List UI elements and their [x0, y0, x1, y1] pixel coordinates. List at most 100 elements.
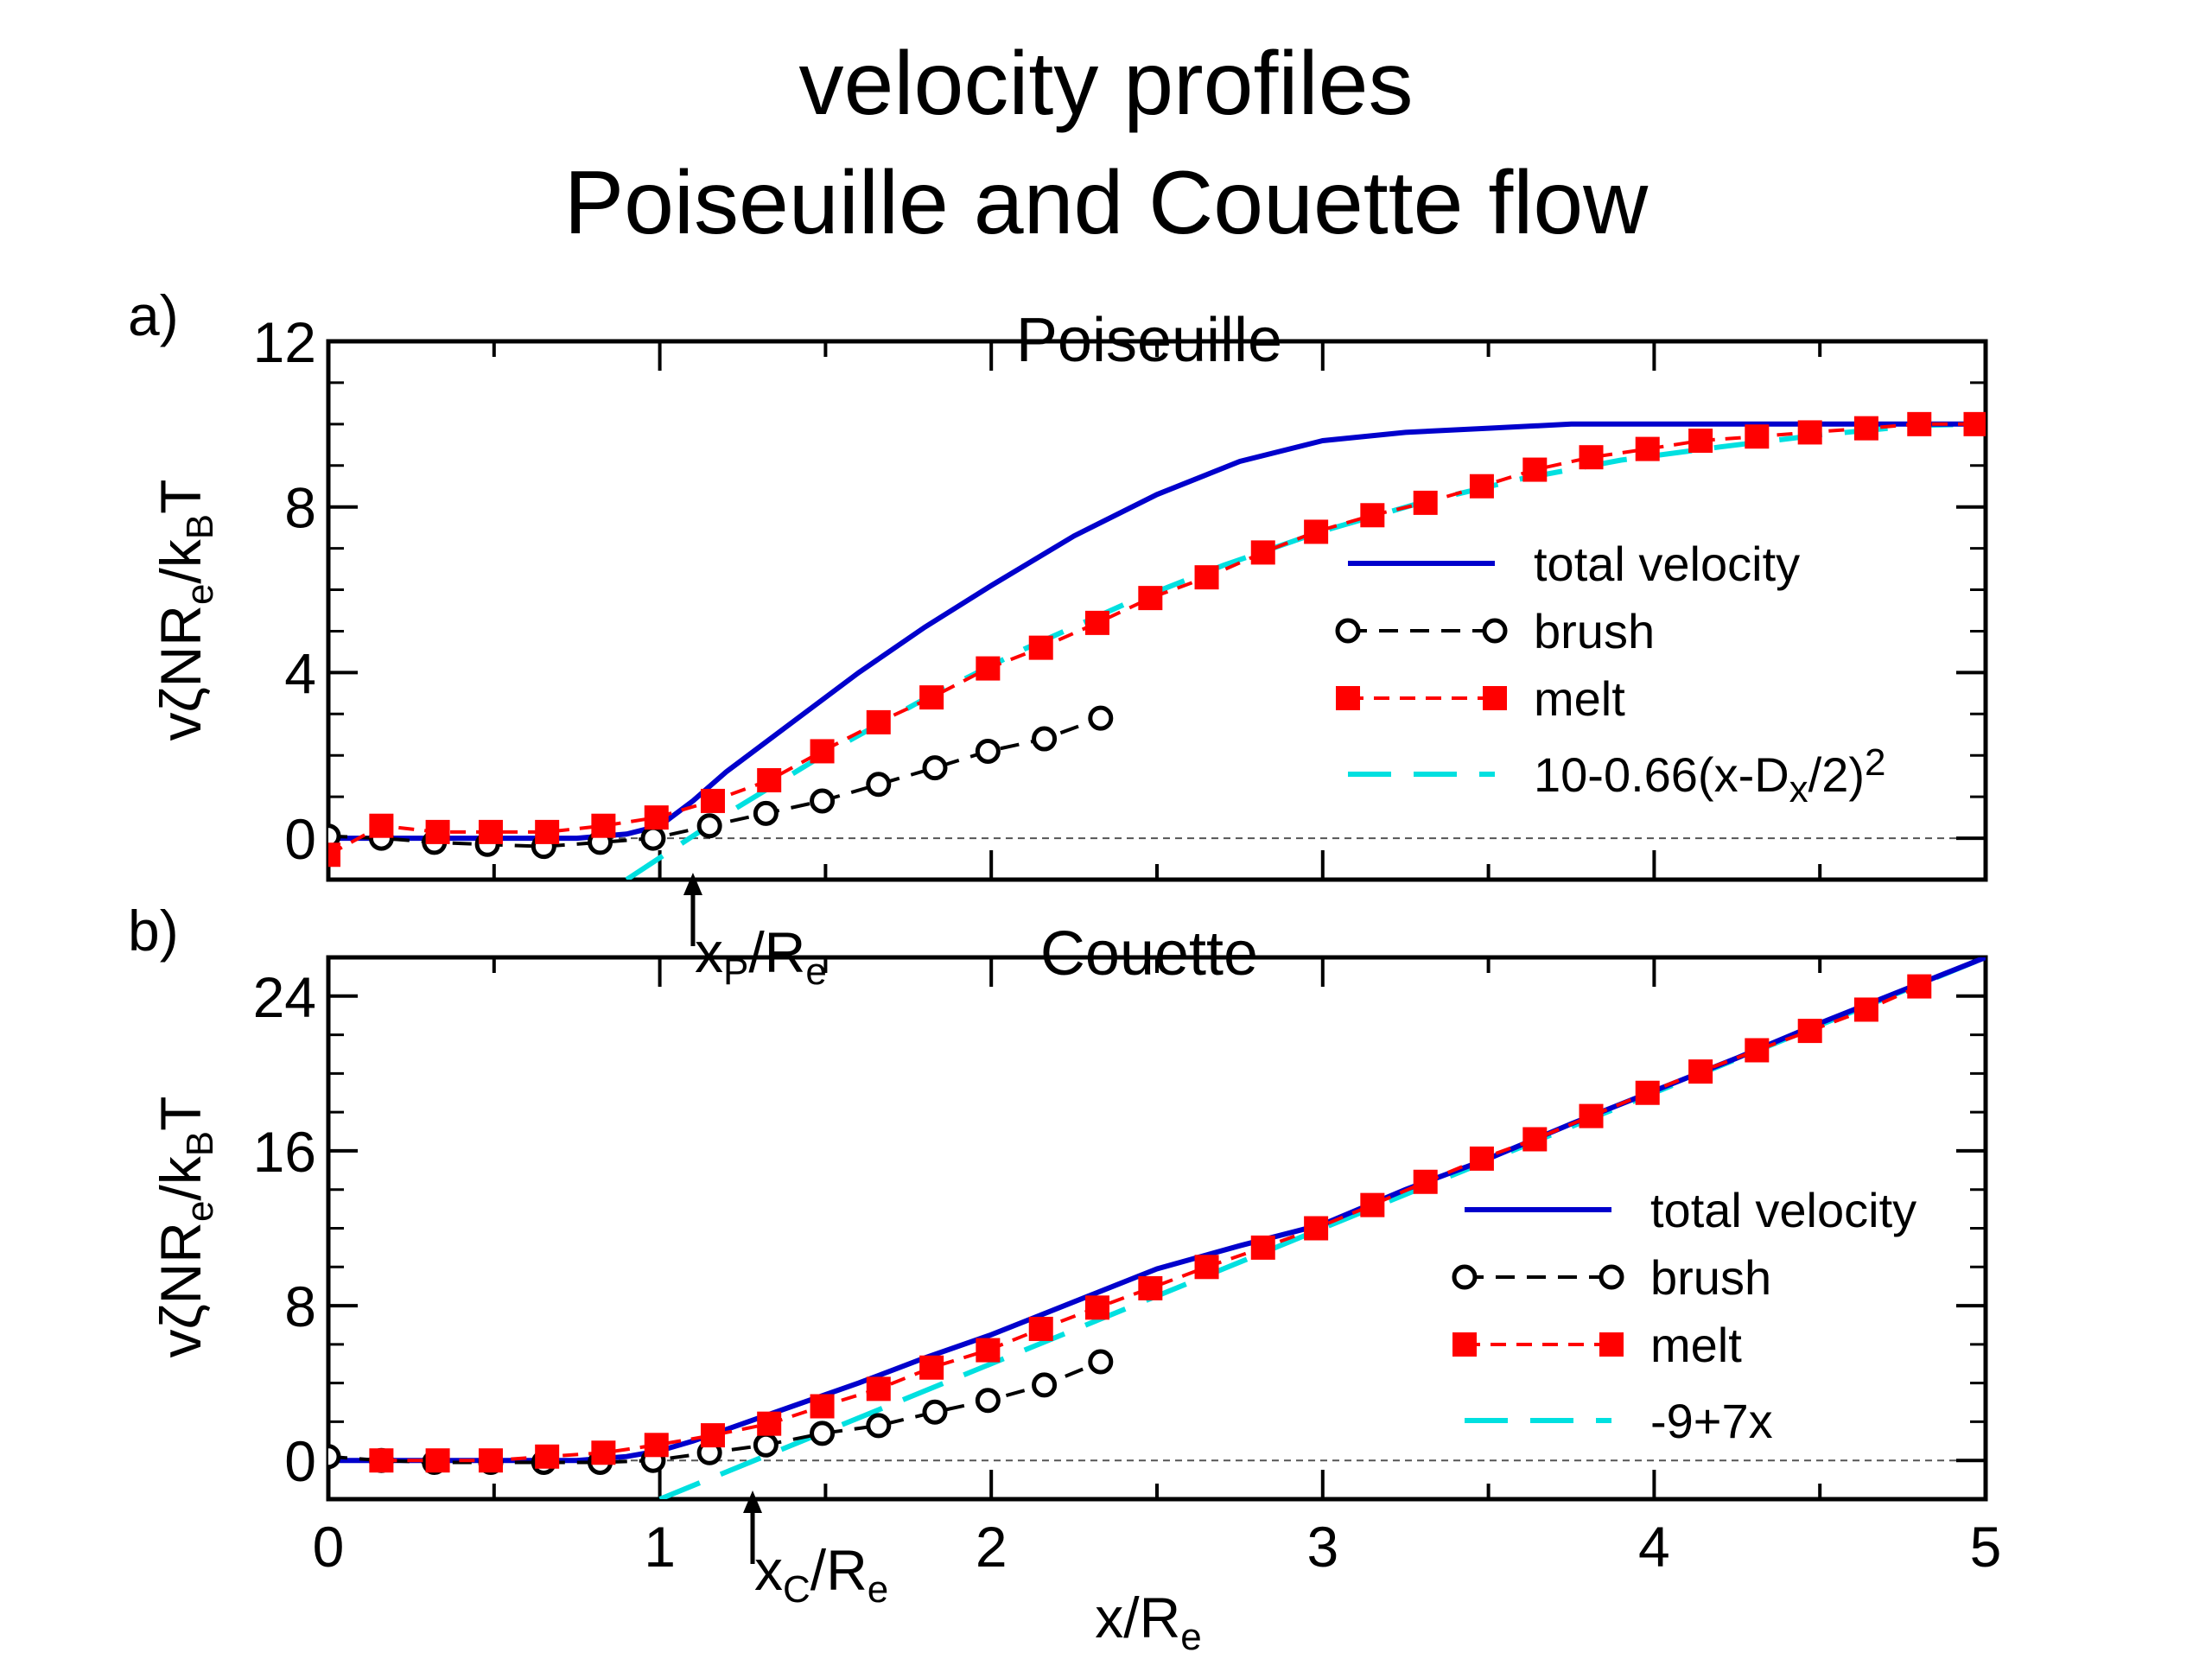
y-tick-label: 0: [284, 807, 316, 871]
legend-label: 10-0.66(x-Dx​/2)2​: [1534, 741, 1886, 810]
y-tick-label: 8: [284, 476, 316, 540]
melt-point: [1250, 540, 1275, 565]
annotation-arrow-head: [743, 1491, 763, 1513]
series-line: [381, 984, 1921, 1463]
melt-point: [700, 1423, 725, 1448]
y-tick-label: 12: [253, 310, 316, 374]
series-group: [328, 411, 1986, 880]
melt-point: [1194, 1255, 1219, 1280]
melt-point: [1853, 997, 1878, 1022]
melt-point: [478, 1448, 503, 1473]
melt-point: [1522, 1127, 1548, 1152]
melt-point: [328, 842, 340, 868]
legend-label: total velocity: [1534, 537, 1800, 591]
y-axis-label: vζNRe​/kB​T: [149, 480, 221, 741]
brush-point: [975, 1388, 1001, 1414]
melt-point: [866, 1376, 891, 1402]
legend-marker: [1482, 618, 1508, 644]
melt-point: [1963, 411, 1986, 436]
melt-point: [1028, 1316, 1053, 1341]
melt-point: [1028, 635, 1053, 660]
melt-point: [976, 1338, 1001, 1363]
y-axis-label: vζNRe​/kB​T: [149, 1096, 221, 1358]
brush-point: [1032, 726, 1058, 752]
legend-marker: [1452, 1264, 1478, 1290]
brush-point: [866, 772, 892, 798]
melt-point: [1194, 565, 1219, 590]
panel-a-plot: 0 4 8 12 vζNRe​/kB​T total velocity brush melt 1…: [149, 310, 1988, 993]
y-tick-label: 4: [284, 641, 316, 705]
melt-point: [1797, 420, 1822, 445]
melt-point: [1579, 1103, 1604, 1128]
melt-point: [1853, 416, 1878, 441]
legend-label: -9+7x: [1650, 1394, 1773, 1448]
melt-point: [478, 819, 503, 844]
y-tick-label: 0: [284, 1429, 316, 1493]
legend-marker: [1336, 686, 1360, 710]
chart-title-line1: velocity profiles: [799, 34, 1414, 134]
legend-label: brush: [1534, 604, 1655, 658]
brush-point: [696, 813, 722, 839]
melt-point: [1688, 1059, 1713, 1084]
annotation-label: xC​/Re​: [754, 1538, 888, 1611]
brush-point: [922, 755, 948, 781]
series-line: [625, 421, 1986, 880]
annotation-label: xP​/Re​: [695, 920, 827, 993]
melt-point: [369, 813, 394, 838]
panel-b-plot: 0 1 2 3 4 5 0 8 16 24 vζNRe​/kB​T x/Re​ total veloci…: [149, 955, 2002, 1658]
melt-point: [919, 1355, 944, 1380]
melt-point: [1360, 503, 1385, 528]
panel-b-label: b): [128, 899, 179, 963]
melt-point: [535, 819, 560, 844]
y-tick-label: 16: [253, 1120, 316, 1184]
melt-point: [1413, 490, 1438, 515]
melt-point: [535, 1444, 560, 1469]
melt-point: [1907, 411, 1932, 436]
melt-point: [1635, 436, 1660, 461]
melt-point: [425, 1448, 450, 1473]
melt-point: [644, 1433, 669, 1458]
legend-marker: [1335, 618, 1361, 644]
melt-point: [1138, 586, 1163, 611]
melt-point: [644, 805, 669, 830]
legend-label: melt: [1650, 1318, 1742, 1372]
legend-marker: [1483, 686, 1507, 710]
brush-point: [975, 738, 1001, 764]
melt-point: [1360, 1192, 1385, 1217]
melt-point: [1745, 424, 1770, 449]
melt-point: [1688, 429, 1713, 454]
brush-point: [1088, 1349, 1114, 1375]
brush-point: [328, 823, 341, 849]
series-line: [328, 421, 1986, 842]
x-tick-label: 4: [1638, 1515, 1670, 1579]
x-tick-label: 5: [1970, 1515, 2002, 1579]
melt-point: [1469, 474, 1494, 499]
melt-point: [1635, 1080, 1660, 1105]
brush-point: [866, 1413, 892, 1439]
y-tick-label: 8: [284, 1274, 316, 1338]
melt-point: [1469, 1146, 1494, 1171]
brush-point: [1088, 705, 1114, 731]
melt-point: [757, 1411, 782, 1436]
melt-point: [1304, 519, 1329, 544]
melt-point: [1413, 1169, 1438, 1194]
melt-point: [591, 1440, 616, 1465]
melt-point: [810, 739, 835, 764]
melt-point: [810, 1394, 835, 1419]
melt-point: [1084, 610, 1109, 635]
x-tick-label: 1: [644, 1515, 676, 1579]
x-axis-label: x/Re​: [1095, 1586, 1201, 1658]
melt-point: [1522, 457, 1548, 482]
melt-point: [425, 819, 450, 844]
melt-point: [1250, 1235, 1275, 1260]
brush-point: [753, 1432, 779, 1458]
melt-point: [1138, 1275, 1163, 1300]
legend-label: melt: [1534, 671, 1625, 726]
melt-point: [976, 656, 1001, 681]
brush-point: [810, 1421, 836, 1446]
panel-a-label: a): [128, 283, 179, 347]
legend-marker: [1599, 1264, 1624, 1290]
brush-point: [640, 825, 666, 851]
brush-point: [753, 800, 779, 826]
